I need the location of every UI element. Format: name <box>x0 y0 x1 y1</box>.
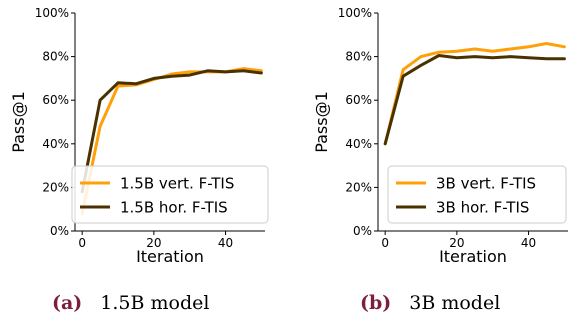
chart-2-ytick-label: 20% <box>345 180 372 194</box>
caption-b: (b) 3B model <box>360 292 500 314</box>
chart-1-y-axis-label: Pass@1 <box>9 91 28 153</box>
caption-a-text: 1.5B model <box>100 292 210 314</box>
chart-1-xtick-label: 0 <box>78 236 86 250</box>
chart-2-series-1-line <box>383 42 566 146</box>
chart-2-legend-label-1: 3B vert. F-TIS <box>436 175 536 193</box>
chart-1-ytick-label: 100% <box>35 6 69 20</box>
chart-2-xtick-label: 20 <box>449 236 464 250</box>
chart-1-ytick-label: 0% <box>50 224 69 238</box>
chart-1-legend-label-2: 1.5B hor. F-TIS <box>120 199 228 217</box>
chart-1-legend-box <box>71 165 269 224</box>
chart-1-legend: 1.5B vert. F-TIS 1.5B hor. F-TIS <box>71 165 269 224</box>
chart-1: 0% 20% 40% 60% 80% 100% 0 20 40 Iteration Pass@1 1.… <box>9 6 269 266</box>
chart-2-legend-label-2: 3B hor. F-TIS <box>436 199 529 217</box>
chart-2-ytick-label: 40% <box>345 137 372 151</box>
chart-1-xtick-label: 40 <box>218 236 233 250</box>
chart-1-ytick-label: 80% <box>42 50 69 64</box>
chart-1-ytick-label: 60% <box>42 93 69 107</box>
chart-2-ytick-label: 0% <box>353 224 372 238</box>
caption-a: (a) 1.5B model <box>52 292 209 314</box>
chart-1-ytick-label: 20% <box>42 180 69 194</box>
chart-2-xtick-label: 40 <box>521 236 536 250</box>
chart-1-ytick-label: 40% <box>42 137 69 151</box>
caption-a-label: (a) <box>52 292 83 314</box>
chart-1-series-2-line <box>80 69 263 194</box>
chart-2-legend-box <box>387 165 567 224</box>
chart-1-xtick-label: 20 <box>146 236 161 250</box>
chart-2: 0% 20% 40% 60% 80% 100% 0 20 40 Iteration Pass@1 3B… <box>312 6 568 266</box>
caption-b-label: (b) <box>360 292 392 314</box>
caption-b-text: 3B model <box>409 292 501 314</box>
chart-1-x-axis-label: Iteration <box>136 247 204 266</box>
chart-2-xtick-label: 0 <box>381 236 389 250</box>
chart-2-ytick-label: 80% <box>345 50 372 64</box>
chart-2-ytick-label: 60% <box>345 93 372 107</box>
chart-2-y-axis-label: Pass@1 <box>312 91 331 153</box>
chart-2-legend: 3B vert. F-TIS 3B hor. F-TIS <box>387 165 567 224</box>
chart-2-series-2-line <box>383 54 566 146</box>
chart-2-x-axis-label: Iteration <box>439 247 507 266</box>
chart-1-legend-label-1: 1.5B vert. F-TIS <box>120 175 234 193</box>
chart-2-ytick-label: 100% <box>338 6 372 20</box>
